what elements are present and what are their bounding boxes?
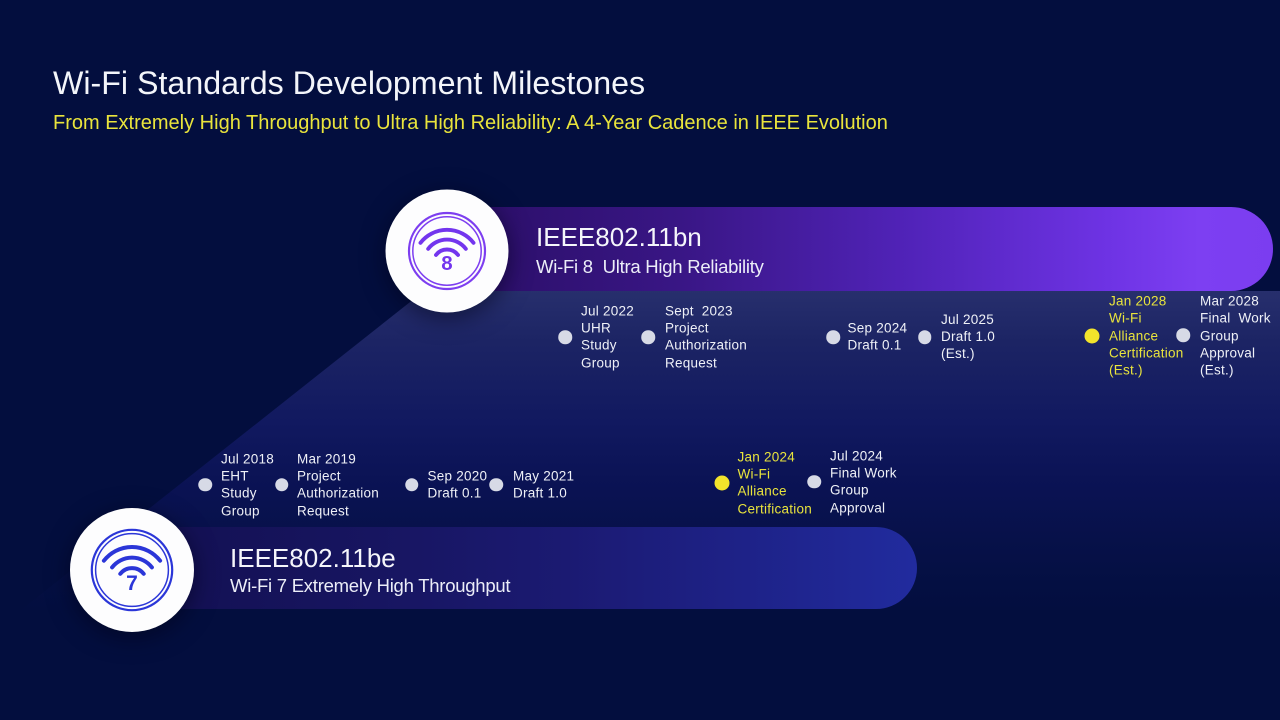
svg-text:8: 8: [441, 252, 452, 275]
svg-text:7: 7: [126, 572, 138, 595]
